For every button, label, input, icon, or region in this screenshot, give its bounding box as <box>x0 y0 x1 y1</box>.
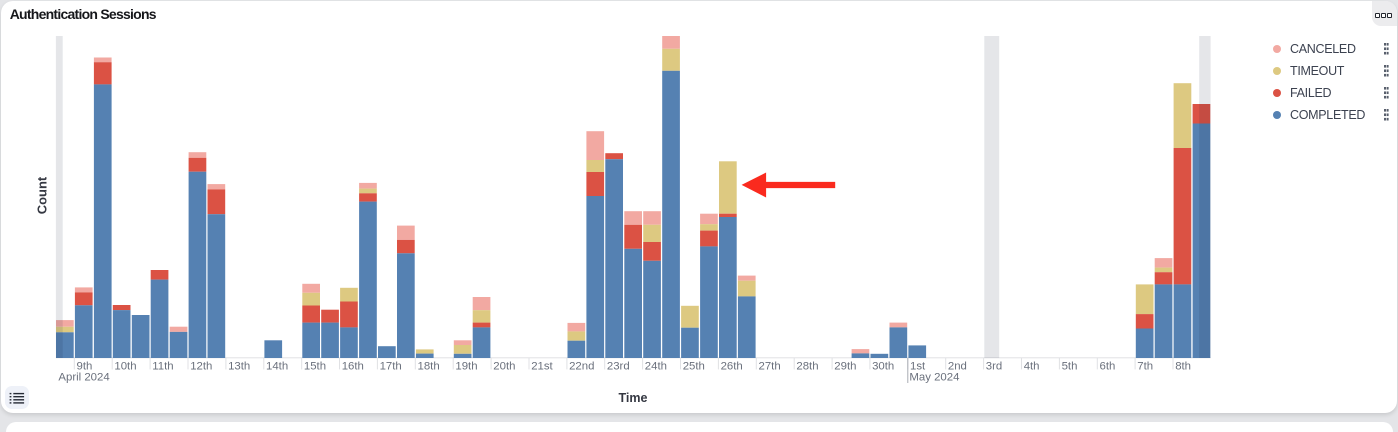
svg-text:30th: 30th <box>872 361 894 373</box>
svg-text:April 2024: April 2024 <box>58 372 109 384</box>
svg-text:29th: 29th <box>834 361 856 373</box>
svg-text:3rd: 3rd <box>986 361 1002 373</box>
svg-text:12th: 12th <box>190 361 212 373</box>
svg-text:Time: Time <box>619 391 648 405</box>
svg-text:26th: 26th <box>721 361 743 373</box>
svg-text:28th: 28th <box>796 361 818 373</box>
svg-text:Count: Count <box>35 176 50 214</box>
svg-text:5th: 5th <box>1062 361 1078 373</box>
svg-text:17th: 17th <box>380 361 402 373</box>
svg-text:25th: 25th <box>683 361 705 373</box>
svg-text:9th: 9th <box>77 361 93 373</box>
svg-text:19th: 19th <box>455 361 477 373</box>
svg-text:7th: 7th <box>1137 361 1153 373</box>
svg-text:May 2024: May 2024 <box>909 372 959 384</box>
svg-text:11th: 11th <box>152 361 173 373</box>
svg-text:14th: 14th <box>266 361 288 373</box>
svg-text:4th: 4th <box>1024 361 1040 373</box>
svg-text:24th: 24th <box>645 361 667 373</box>
svg-text:20th: 20th <box>493 361 515 373</box>
svg-text:27th: 27th <box>759 361 781 373</box>
svg-text:6th: 6th <box>1100 361 1116 373</box>
svg-text:15th: 15th <box>304 361 326 373</box>
svg-text:10th: 10th <box>114 361 136 373</box>
svg-text:23rd: 23rd <box>607 361 630 373</box>
svg-text:16th: 16th <box>342 361 364 373</box>
svg-text:18th: 18th <box>418 361 440 373</box>
svg-text:1st: 1st <box>910 361 926 373</box>
svg-text:2nd: 2nd <box>948 361 967 373</box>
svg-text:13th: 13th <box>228 361 250 373</box>
svg-text:8th: 8th <box>1175 361 1191 373</box>
svg-text:21st: 21st <box>531 361 553 373</box>
svg-text:22nd: 22nd <box>569 361 594 373</box>
